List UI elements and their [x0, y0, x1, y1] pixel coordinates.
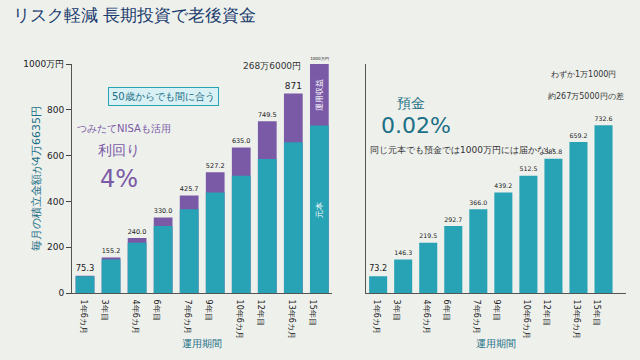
svg-text:3年目: 3年目 [100, 300, 109, 321]
svg-text:268万6000円: 268万6000円 [243, 61, 301, 71]
svg-text:運用収益: 運用収益 [315, 79, 324, 111]
svg-text:200: 200 [47, 242, 64, 252]
svg-text:運用期間: 運用期間 [476, 338, 516, 349]
svg-text:439.2: 439.2 [494, 182, 512, 189]
svg-text:4年6カ月: 4年6カ月 [422, 300, 431, 334]
svg-text:659.2: 659.2 [569, 132, 587, 139]
svg-text:219.5: 219.5 [419, 232, 437, 239]
svg-text:240.0: 240.0 [128, 228, 147, 236]
svg-text:1年6カ月: 1年6カ月 [79, 300, 88, 334]
svg-text:利回り: 利回り [98, 142, 140, 158]
svg-text:3年目: 3年目 [392, 300, 401, 321]
svg-text:1年6カ月: 1年6カ月 [372, 300, 381, 334]
svg-text:146.3: 146.3 [394, 249, 412, 256]
svg-text:73.2: 73.2 [369, 263, 387, 273]
svg-text:0: 0 [58, 288, 64, 298]
svg-text:425.7: 425.7 [180, 185, 199, 193]
svg-text:635.0: 635.0 [232, 137, 251, 145]
svg-text:7年6カ月: 7年6カ月 [183, 300, 192, 334]
svg-text:13年6カ月: 13年6カ月 [287, 300, 296, 339]
svg-text:1000万円: 1000万円 [310, 56, 328, 61]
svg-text:9年目: 9年目 [492, 300, 501, 321]
svg-text:800: 800 [47, 105, 64, 115]
svg-text:732.6: 732.6 [595, 115, 613, 122]
svg-text:6年目: 6年目 [152, 300, 161, 321]
svg-text:13年6カ月: 13年6カ月 [572, 300, 581, 339]
svg-text:155.2: 155.2 [102, 247, 121, 255]
svg-text:元本: 元本 [315, 202, 324, 218]
svg-text:749.5: 749.5 [258, 111, 277, 119]
svg-text:つみたてNISAも活用: つみたてNISAも活用 [77, 123, 171, 134]
svg-text:15年目: 15年目 [592, 300, 601, 326]
svg-text:366.0: 366.0 [469, 199, 487, 206]
svg-text:600: 600 [47, 151, 64, 161]
svg-text:運用期間: 運用期間 [182, 338, 222, 349]
svg-text:0.02%: 0.02% [381, 113, 451, 138]
svg-text:527.2: 527.2 [206, 162, 225, 170]
svg-text:12年目: 12年目 [542, 300, 551, 326]
svg-text:15年目: 15年目 [308, 300, 317, 326]
svg-text:10年6カ月: 10年6カ月 [522, 300, 531, 339]
svg-text:約267万5000円の差: 約267万5000円の差 [548, 92, 624, 101]
svg-text:7年6カ月: 7年6カ月 [472, 300, 481, 334]
svg-text:リスク軽減 長期投資で老後資金: リスク軽減 長期投資で老後資金 [13, 5, 256, 25]
svg-text:292.7: 292.7 [444, 216, 462, 223]
svg-text:330.0: 330.0 [154, 207, 173, 215]
svg-text:毎月の積立金額が4万6635円: 毎月の積立金額が4万6635円 [30, 106, 43, 251]
svg-text:585.8: 585.8 [544, 148, 562, 155]
svg-text:4%: 4% [100, 165, 138, 193]
svg-text:4年6カ月: 4年6カ月 [131, 300, 140, 334]
svg-text:512.5: 512.5 [519, 165, 537, 172]
svg-text:9年目: 9年目 [204, 300, 213, 321]
svg-text:わずか1万1000円: わずか1万1000円 [551, 70, 616, 79]
svg-text:1000万円: 1000万円 [23, 59, 64, 69]
svg-text:預金: 預金 [397, 95, 425, 111]
svg-text:12年目: 12年目 [256, 300, 265, 326]
svg-text:50歳からでも間に合う: 50歳からでも間に合う [112, 91, 215, 102]
svg-text:同じ元本でも預金では1000万円には届かない: 同じ元本でも預金では1000万円には届かない [370, 145, 555, 155]
svg-text:10年6カ月: 10年6カ月 [235, 300, 244, 339]
svg-text:400: 400 [47, 197, 64, 207]
svg-text:75.3: 75.3 [76, 263, 95, 273]
svg-text:6年目: 6年目 [442, 300, 451, 321]
svg-text:871: 871 [285, 81, 302, 91]
